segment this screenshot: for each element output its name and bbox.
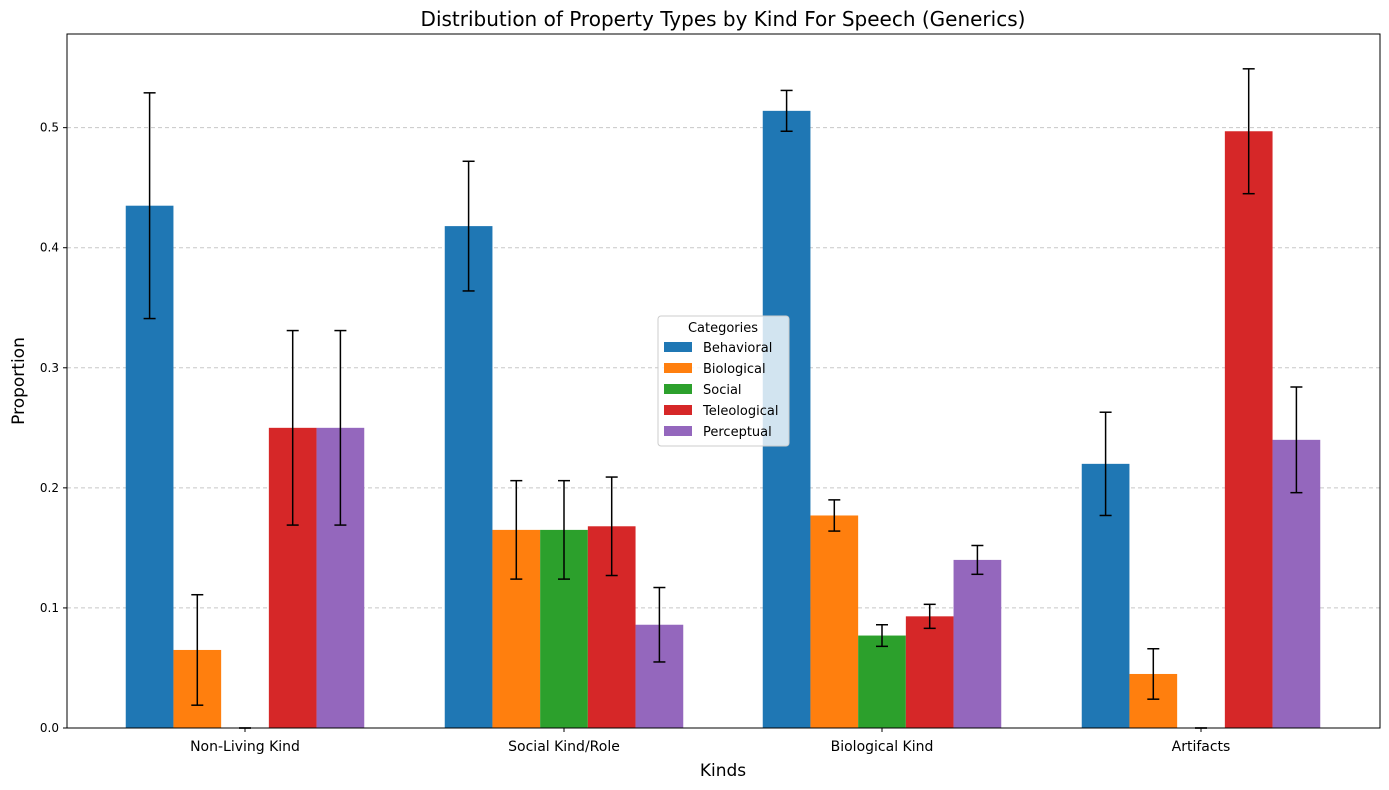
y-tick-label: 0.2: [40, 481, 59, 495]
bar: [905, 616, 954, 728]
legend-label: Social: [703, 383, 742, 398]
y-tick-label: 0.5: [40, 121, 59, 135]
legend-swatch: [664, 426, 692, 436]
legend-swatch: [664, 384, 692, 394]
legend-swatch: [664, 363, 692, 373]
y-tick-label: 0.3: [40, 361, 59, 375]
legend-label: Perceptual: [703, 425, 772, 440]
y-tick-label: 0.4: [40, 241, 59, 255]
legend-swatch: [664, 342, 692, 352]
plot-frame: [66, 33, 1381, 729]
legend-label: Teleological: [702, 404, 778, 419]
x-tick-label: Non-Living Kind: [190, 739, 300, 755]
y-axis-title: Proportion: [9, 337, 29, 425]
bar: [444, 226, 493, 729]
chart-title: Distribution of Property Types by Kind F…: [421, 7, 1026, 31]
legend: Categories Behavioral Biological Social Tel…: [657, 315, 790, 447]
y-tick-label: 0.1: [40, 601, 59, 615]
x-axis-title: Kinds: [700, 761, 746, 781]
bar: [953, 559, 1002, 728]
bar: [858, 635, 906, 728]
x-tick-label: Social Kind/Role: [508, 739, 620, 755]
y-axis: 0.0 0.1 0.2 0.3 0.4 0.5: [40, 121, 67, 735]
bar: [810, 515, 859, 728]
bar: [1224, 131, 1273, 729]
legend-label: Biological: [703, 362, 766, 377]
y-tick-label: 0.0: [40, 721, 59, 735]
bars: [125, 110, 1321, 729]
legend-label: Behavioral: [703, 341, 772, 356]
x-axis: Non-Living Kind Social Kind/Role Biologica…: [190, 728, 1230, 755]
legend-title: Categories: [688, 321, 758, 336]
error-bars: [143, 68, 1303, 729]
legend-swatch: [664, 405, 692, 415]
x-tick-label: Artifacts: [1172, 739, 1231, 755]
x-tick-label: Biological Kind: [831, 739, 934, 755]
